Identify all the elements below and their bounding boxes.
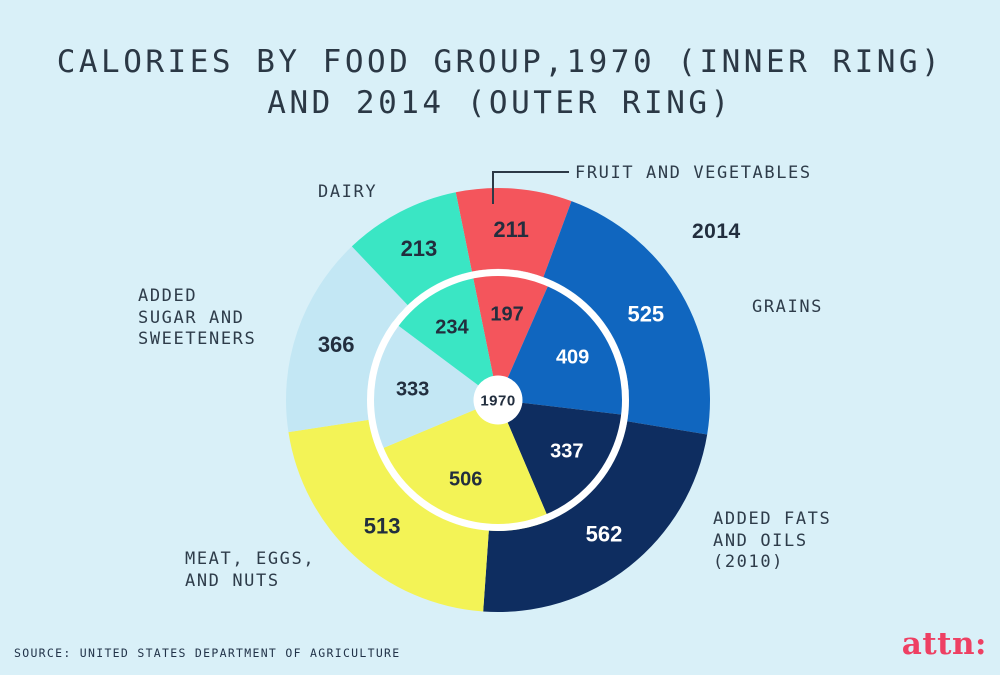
outer-slice-added-fats-and-oils-2010: [483, 421, 708, 612]
sugar-label-line2: SUGAR AND: [138, 307, 245, 328]
outer-value-fruit-and-vegetables: 211: [493, 217, 529, 242]
outer-value-dairy: 213: [401, 236, 438, 261]
category-label-dairy: DAIRY: [318, 182, 378, 202]
sugar-label-line1: ADDED: [138, 286, 198, 306]
fats-label-line1: ADDED FATS: [713, 509, 832, 529]
outer-slice-meat-eggs-and-nuts: [288, 419, 489, 612]
inner-slice-added-sugar-and-sweeteners: [366, 321, 498, 451]
category-label-added-fats-and-oils: ADDED FATS AND OILS (2010): [713, 509, 831, 574]
outer-value-added-fats-and-oils-2010: 562: [586, 522, 623, 547]
chart-title: CALORIES BY FOOD GROUP,1970 (INNER RING)…: [0, 42, 1000, 124]
inner-value-dairy: 234: [435, 316, 469, 338]
center-year-label: 1970: [480, 393, 515, 410]
fruit-label-leader-line-horizontal: [492, 171, 569, 173]
chart-title-line1: CALORIES BY FOOD GROUP,1970 (INNER RING): [56, 44, 944, 80]
inner-value-added-sugar-and-sweeteners: 333: [396, 379, 429, 401]
outer-value-grains: 525: [627, 302, 664, 327]
sugar-label-line3: SWEETENERS: [138, 329, 257, 349]
center-circle: [473, 375, 523, 425]
source-attribution: SOURCE: UNITED STATES DEPARTMENT OF AGRI…: [14, 646, 401, 660]
inner-slice-fruit-and-vegetables: [471, 269, 551, 400]
meat-label-line2: AND NUTS: [185, 570, 280, 591]
category-label-grains: GRAINS: [752, 297, 824, 317]
outer-value-added-sugar-and-sweeteners: 366: [318, 332, 355, 357]
fruit-label-leader-line-vertical: [492, 171, 494, 204]
attn-logo: attn:: [901, 626, 987, 662]
inner-value-grains: 409: [556, 346, 589, 368]
inner-value-added-fats-and-oils-2010: 337: [550, 441, 583, 463]
inner-value-fruit-and-vegetables: 197: [490, 303, 523, 325]
outer-slice-grains: [543, 201, 711, 435]
category-label-fruit-and-vegetables: FRUIT AND VEGETABLES: [575, 163, 812, 183]
fats-label-line2: AND OILS: [713, 530, 808, 551]
chart-title-line2: AND 2014 (OUTER RING): [267, 85, 733, 121]
ring-separator: [367, 269, 629, 531]
outer-slice-fruit-and-vegetables: [455, 187, 572, 278]
outer-ring-year-label: 2014: [692, 220, 741, 243]
inner-value-meat-eggs-and-nuts: 506: [449, 469, 482, 491]
outer-slice-added-sugar-and-sweeteners: [286, 246, 408, 433]
category-label-meat-eggs-and-nuts: MEAT, EGGS, AND NUTS: [185, 549, 315, 592]
outer-value-meat-eggs-and-nuts: 513: [364, 513, 401, 538]
inner-slice-added-fats-and-oils-2010: [498, 400, 629, 521]
meat-label-line1: MEAT, EGGS,: [185, 549, 316, 569]
outer-slice-dairy: [351, 192, 472, 306]
category-label-added-sugar-and-sweeteners: ADDED SUGAR AND SWEETENERS: [138, 286, 256, 351]
fats-label-line3: (2010): [713, 552, 785, 572]
